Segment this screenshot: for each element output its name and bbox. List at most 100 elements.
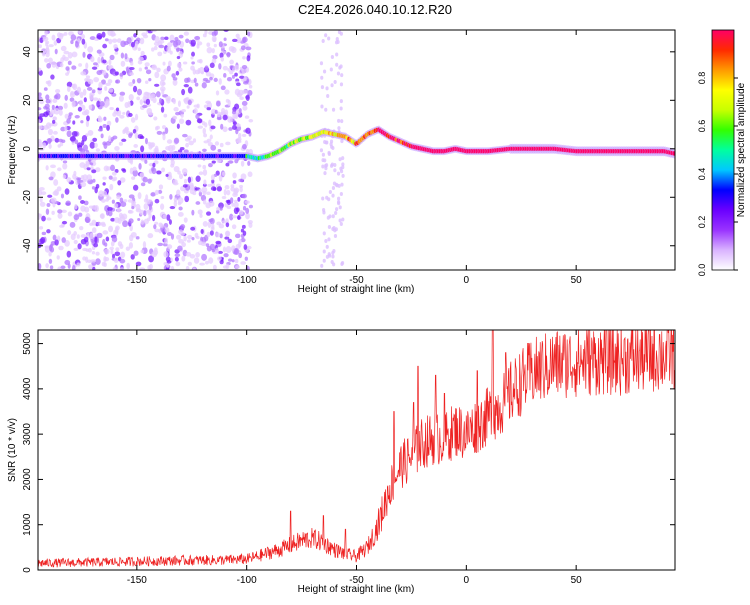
heatmap-noise-cell — [69, 92, 75, 98]
heatmap-noise-cell — [80, 200, 85, 204]
heatmap-noise-cell — [178, 34, 184, 39]
heatmap-noise-cell — [51, 210, 55, 215]
heatmap-noise-cell — [113, 44, 118, 49]
heatmap-noise-cell — [150, 95, 154, 101]
heatmap-noise-cell — [160, 74, 167, 82]
heatmap-noise-cell — [218, 41, 223, 48]
heatmap-noise-cell — [170, 233, 175, 240]
heatmap-noise-cell — [57, 209, 63, 214]
heatmap-noise-cell — [234, 72, 238, 77]
heatmap-noise-cell — [120, 214, 124, 219]
heatmap-noise-cell — [333, 79, 337, 84]
heatmap-noise-cell — [67, 230, 72, 236]
x-tick-label: 0 — [464, 575, 470, 586]
heatmap-noise-cell — [96, 232, 103, 239]
heatmap-noise-cell — [156, 67, 161, 73]
heatmap-noise-cell — [233, 188, 239, 196]
heatmap-noise-cell — [110, 249, 114, 255]
heatmap-noise-cell — [99, 222, 103, 226]
heatmap-noise-cell — [217, 256, 222, 261]
heatmap-noise-cell — [64, 125, 68, 132]
heatmap-noise-cell — [90, 56, 95, 63]
heatmap-noise-cell — [51, 61, 57, 68]
x-tick-label: -150 — [127, 275, 147, 286]
heatmap-noise-cell — [89, 36, 96, 41]
heatmap-noise-cell — [236, 37, 242, 44]
heatmap-noise-cell — [330, 83, 334, 88]
heatmap-noise-cell — [331, 107, 336, 112]
heatmap-noise-cell — [168, 219, 172, 225]
heatmap-noise-cell — [177, 170, 181, 175]
heatmap-noise-cell — [99, 101, 105, 107]
heatmap-noise-cell — [206, 107, 212, 111]
heatmap-noise-cell — [85, 160, 90, 166]
heatmap-noise-cell — [339, 106, 343, 111]
spectrogram-heatmap — [38, 30, 675, 270]
heatmap-noise-cell — [95, 183, 100, 189]
heatmap-noise-cell — [226, 205, 232, 210]
heatmap-noise-cell — [203, 104, 209, 109]
heatmap-noise-cell — [327, 224, 332, 229]
heatmap-noise-cell — [225, 246, 232, 254]
heatmap-noise-cell — [38, 92, 42, 97]
heatmap-noise-cell — [222, 171, 226, 176]
heatmap-noise-cell — [241, 133, 247, 137]
heatmap-noise-cell — [77, 30, 82, 34]
heatmap-noise-cell — [216, 186, 222, 192]
heatmap-noise-cell — [44, 30, 48, 37]
heatmap-noise-cell — [160, 36, 165, 41]
heatmap-noise-cell — [334, 211, 338, 216]
heatmap-noise-cell — [225, 98, 230, 103]
heatmap-noise-cell — [222, 126, 228, 133]
heatmap-noise-cell — [109, 183, 114, 191]
heatmap-noise-cell — [145, 194, 149, 202]
heatmap-noise-cell — [341, 173, 345, 178]
heatmap-noise-cell — [323, 158, 327, 163]
heatmap-noise-cell — [340, 261, 345, 266]
heatmap-noise-cell — [191, 51, 195, 57]
heatmap-noise-cell — [176, 123, 180, 129]
heatmap-noise-cell — [105, 197, 109, 202]
heatmap-noise-cell — [139, 99, 144, 105]
heatmap-noise-cell — [227, 238, 233, 244]
heatmap-noise-cell — [179, 147, 185, 151]
heatmap-noise-cell — [232, 121, 237, 126]
heatmap-noise-cell — [94, 142, 98, 148]
heatmap-noise-cell — [74, 203, 78, 210]
y-tick-label: 0 — [22, 146, 33, 152]
heatmap-noise-cell — [38, 67, 42, 72]
heatmap-noise-cell — [337, 118, 341, 123]
heatmap-noise-cell — [88, 264, 93, 270]
heatmap-noise-cell — [241, 67, 246, 75]
heatmap-noise-cell — [45, 40, 50, 45]
heatmap-noise-cell — [185, 119, 192, 126]
heatmap-noise-cell — [113, 257, 119, 263]
heatmap-noise-cell — [93, 242, 99, 248]
heatmap-noise-cell — [57, 212, 63, 219]
heatmap-noise-cell — [82, 144, 88, 152]
heatmap-noise-cell — [45, 165, 49, 171]
heatmap-noise-cell — [240, 228, 245, 233]
heatmap-noise-cell — [166, 139, 173, 144]
heatmap-noise-cell — [39, 98, 45, 105]
heatmap-noise-cell — [227, 160, 234, 164]
heatmap-noise-cell — [154, 228, 160, 233]
heatmap-noise-cell — [61, 237, 66, 243]
heatmap-noise-cell — [114, 251, 121, 257]
heatmap-noise-cell — [89, 93, 94, 101]
heatmap-noise-cell — [164, 237, 169, 245]
heatmap-noise-cell — [130, 231, 137, 238]
heatmap-noise-cell — [102, 176, 107, 180]
x-tick-label: 50 — [571, 575, 583, 586]
heatmap-noise-cell — [125, 246, 131, 251]
heatmap-noise-cell — [120, 40, 126, 48]
heatmap-noise-cell — [341, 217, 345, 222]
heatmap-noise-cell — [92, 97, 99, 101]
heatmap-noise-cell — [332, 181, 337, 186]
heatmap-noise-cell — [165, 173, 169, 177]
heatmap-noise-cell — [138, 67, 143, 72]
heatmap-noise-cell — [79, 162, 86, 168]
heatmap-noise-cell — [334, 40, 339, 45]
heatmap-noise-cell — [87, 247, 92, 253]
heatmap-noise-cell — [102, 182, 106, 186]
